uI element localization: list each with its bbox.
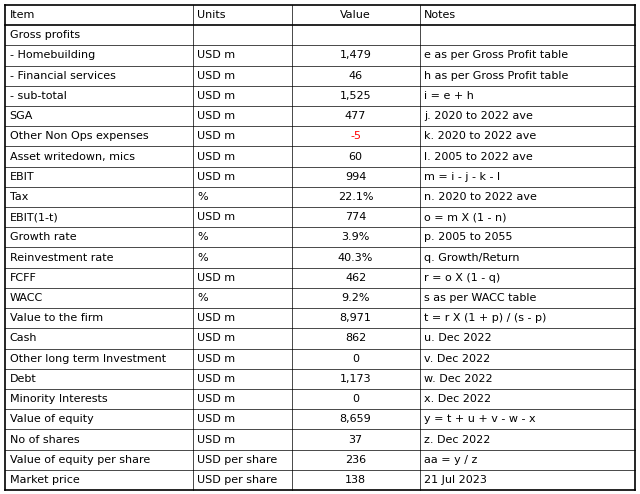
- Text: Cash: Cash: [10, 333, 37, 343]
- Text: 46: 46: [349, 71, 363, 81]
- Text: Tax: Tax: [10, 192, 28, 202]
- Text: 477: 477: [345, 111, 366, 121]
- Text: USD per share: USD per share: [197, 455, 278, 465]
- Text: m = i - j - k - l: m = i - j - k - l: [424, 172, 500, 182]
- Text: USD m: USD m: [197, 71, 236, 81]
- Text: r = o X (1 - q): r = o X (1 - q): [424, 273, 500, 283]
- Text: t = r X (1 + p) / (s - p): t = r X (1 + p) / (s - p): [424, 313, 547, 323]
- Text: y = t + u + v - w - x: y = t + u + v - w - x: [424, 414, 536, 424]
- Text: USD m: USD m: [197, 91, 236, 101]
- Text: 40.3%: 40.3%: [338, 252, 373, 263]
- Text: - sub-total: - sub-total: [10, 91, 67, 101]
- Text: USD m: USD m: [197, 313, 236, 323]
- Text: -5: -5: [350, 131, 361, 141]
- Text: v. Dec 2022: v. Dec 2022: [424, 354, 490, 364]
- Text: 60: 60: [349, 152, 363, 162]
- Text: USD m: USD m: [197, 172, 236, 182]
- Text: i = e + h: i = e + h: [424, 91, 474, 101]
- Text: l. 2005 to 2022 ave: l. 2005 to 2022 ave: [424, 152, 532, 162]
- Text: Notes: Notes: [424, 10, 456, 20]
- Text: USD m: USD m: [197, 131, 236, 141]
- Text: EBIT: EBIT: [10, 172, 34, 182]
- Text: USD m: USD m: [197, 50, 236, 60]
- Text: USD per share: USD per share: [197, 475, 278, 485]
- Text: Value to the firm: Value to the firm: [10, 313, 103, 323]
- Text: u. Dec 2022: u. Dec 2022: [424, 333, 492, 343]
- Text: 37: 37: [349, 435, 363, 445]
- Text: Value of equity per share: Value of equity per share: [10, 455, 150, 465]
- Text: Value: Value: [340, 10, 371, 20]
- Text: z. Dec 2022: z. Dec 2022: [424, 435, 490, 445]
- Text: 8,659: 8,659: [340, 414, 371, 424]
- Text: s as per WACC table: s as per WACC table: [424, 293, 536, 303]
- Text: USD m: USD m: [197, 333, 236, 343]
- Text: USD m: USD m: [197, 111, 236, 121]
- Text: e as per Gross Profit table: e as per Gross Profit table: [424, 50, 568, 60]
- Text: j. 2020 to 2022 ave: j. 2020 to 2022 ave: [424, 111, 533, 121]
- Text: Other long term Investment: Other long term Investment: [10, 354, 166, 364]
- Text: Item: Item: [10, 10, 35, 20]
- Text: 3.9%: 3.9%: [341, 232, 370, 243]
- Text: Minority Interests: Minority Interests: [10, 394, 108, 404]
- Text: Other Non Ops expenses: Other Non Ops expenses: [10, 131, 148, 141]
- Text: 138: 138: [345, 475, 366, 485]
- Text: USD m: USD m: [197, 212, 236, 222]
- Text: USD m: USD m: [197, 394, 236, 404]
- Text: aa = y / z: aa = y / z: [424, 455, 477, 465]
- Text: 8,971: 8,971: [340, 313, 371, 323]
- Text: h as per Gross Profit table: h as per Gross Profit table: [424, 71, 568, 81]
- Text: FCFF: FCFF: [10, 273, 36, 283]
- Text: 236: 236: [345, 455, 366, 465]
- Text: %: %: [197, 232, 208, 243]
- Text: - Financial services: - Financial services: [10, 71, 115, 81]
- Text: USD m: USD m: [197, 152, 236, 162]
- Text: q. Growth/Return: q. Growth/Return: [424, 252, 520, 263]
- Text: 22.1%: 22.1%: [338, 192, 373, 202]
- Text: Market price: Market price: [10, 475, 79, 485]
- Text: USD m: USD m: [197, 414, 236, 424]
- Text: Units: Units: [197, 10, 226, 20]
- Text: 0: 0: [352, 354, 359, 364]
- Text: Debt: Debt: [10, 374, 36, 384]
- Text: 1,479: 1,479: [340, 50, 371, 60]
- Text: USD m: USD m: [197, 435, 236, 445]
- Text: EBIT(1-t): EBIT(1-t): [10, 212, 58, 222]
- Text: Asset writedown, mics: Asset writedown, mics: [10, 152, 134, 162]
- Text: WACC: WACC: [10, 293, 43, 303]
- Text: SGA: SGA: [10, 111, 33, 121]
- Text: 862: 862: [345, 333, 366, 343]
- Text: k. 2020 to 2022 ave: k. 2020 to 2022 ave: [424, 131, 536, 141]
- Text: - Homebuilding: - Homebuilding: [10, 50, 95, 60]
- Text: Gross profits: Gross profits: [10, 30, 80, 40]
- Text: 1,525: 1,525: [340, 91, 371, 101]
- Text: 994: 994: [345, 172, 366, 182]
- Text: 1,173: 1,173: [340, 374, 371, 384]
- Text: w. Dec 2022: w. Dec 2022: [424, 374, 493, 384]
- Text: USD m: USD m: [197, 354, 236, 364]
- Text: x. Dec 2022: x. Dec 2022: [424, 394, 491, 404]
- Text: 9.2%: 9.2%: [341, 293, 370, 303]
- Text: 774: 774: [345, 212, 366, 222]
- Text: %: %: [197, 293, 208, 303]
- Text: Reinvestment rate: Reinvestment rate: [10, 252, 113, 263]
- Text: Growth rate: Growth rate: [10, 232, 76, 243]
- Text: No of shares: No of shares: [10, 435, 79, 445]
- Text: n. 2020 to 2022 ave: n. 2020 to 2022 ave: [424, 192, 537, 202]
- Text: 0: 0: [352, 394, 359, 404]
- Text: %: %: [197, 252, 208, 263]
- Text: 21 Jul 2023: 21 Jul 2023: [424, 475, 487, 485]
- Text: Value of equity: Value of equity: [10, 414, 93, 424]
- Text: o = m X (1 - n): o = m X (1 - n): [424, 212, 506, 222]
- Text: USD m: USD m: [197, 374, 236, 384]
- Text: p. 2005 to 2055: p. 2005 to 2055: [424, 232, 513, 243]
- Text: %: %: [197, 192, 208, 202]
- Text: USD m: USD m: [197, 273, 236, 283]
- Text: 462: 462: [345, 273, 366, 283]
